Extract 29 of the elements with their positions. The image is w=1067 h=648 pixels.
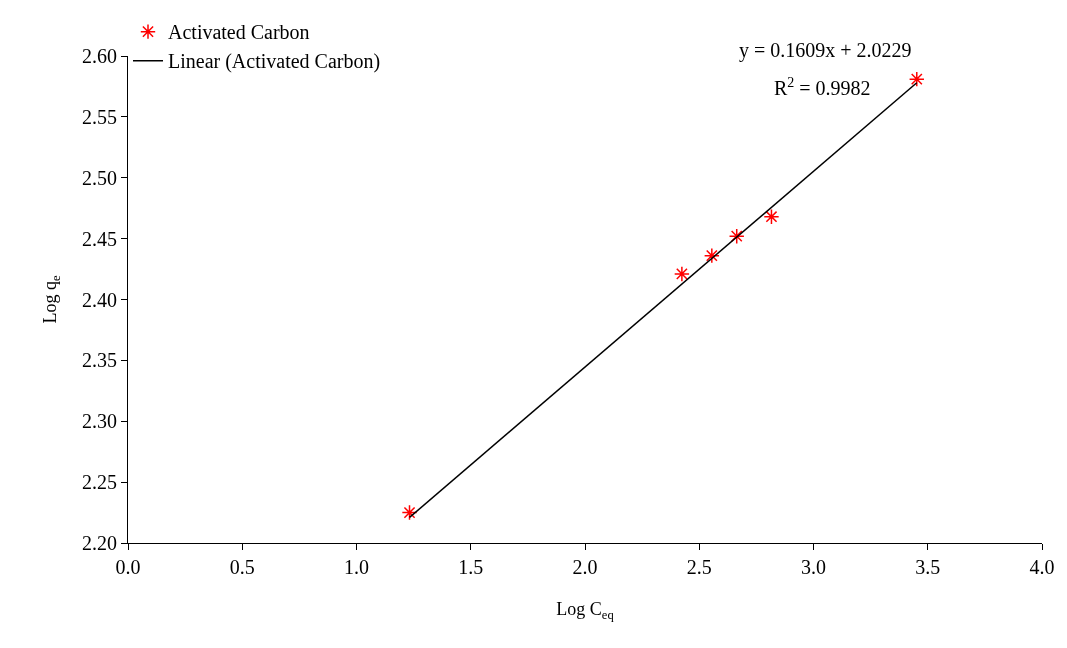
x-tick-label: 1.0	[344, 556, 369, 578]
point	[401, 504, 418, 521]
x-tick-label: 3.0	[801, 556, 826, 578]
y-tick-label: 2.50	[82, 166, 117, 189]
x-tick-label: 2.0	[572, 556, 598, 578]
x-axis-title: Log C$_{eq}$	[556, 599, 615, 622]
x-tick-label: 4.0	[1029, 556, 1055, 578]
x-tick-label: 0.5	[229, 556, 255, 578]
x-tick-label: 1.5	[458, 556, 484, 578]
x-tick-label: 3.5	[915, 556, 941, 578]
annotation: R$^{2}$ = 0.9982	[774, 75, 871, 100]
annotation: y = 0.1609x + 2.0229	[739, 39, 912, 62]
point	[673, 265, 690, 282]
legend-label: Linear (Activated Carbon)	[168, 50, 381, 74]
y-tick-label: 2.30	[82, 410, 117, 433]
y-tick-label: 2.45	[82, 227, 117, 250]
point	[763, 208, 780, 225]
x-tick-label: 2.5	[686, 556, 712, 578]
y-tick-label: 2.55	[82, 105, 117, 128]
y-tick-label: 2.25	[82, 471, 117, 494]
y-tick-label: 2.40	[82, 288, 117, 311]
y-tick-label: 2.60	[82, 45, 117, 67]
y-tick-label: 2.20	[82, 532, 117, 554]
point	[908, 71, 925, 88]
point	[703, 247, 720, 264]
point	[728, 228, 745, 245]
legend-label: Activated Carbon	[168, 21, 310, 44]
y-tick-label: 2.35	[82, 349, 117, 372]
x-tick-label: 0.0	[115, 556, 141, 578]
